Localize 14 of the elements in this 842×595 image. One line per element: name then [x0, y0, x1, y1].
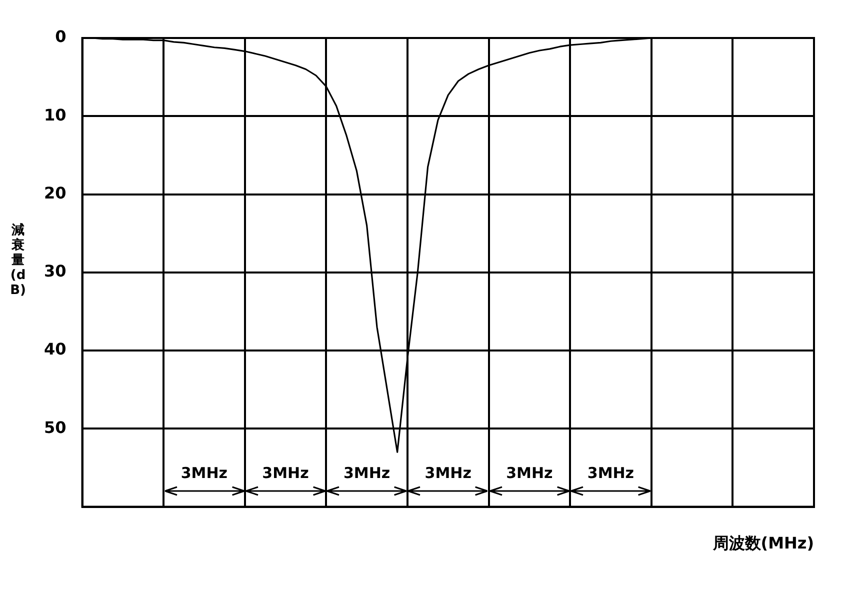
annotation: 3MHz	[586, 464, 636, 482]
annotation: 3MHz	[180, 464, 229, 482]
y-axis-title: 減衰量(dB)	[10, 223, 26, 298]
y-tick-label: 40	[44, 340, 66, 359]
annotation: 3MHz	[505, 464, 554, 482]
x-axis-title: 周波数(MHz)	[712, 534, 814, 553]
y-tick-label: 20	[44, 183, 66, 202]
annotation: 3MHz	[261, 464, 310, 482]
y-tick-label: 50	[44, 418, 66, 437]
y-tick-label: 0	[55, 27, 66, 46]
y-tick-label: 30	[44, 262, 66, 281]
y-tick-label: 10	[44, 105, 66, 124]
annotation: 3MHz	[424, 464, 472, 482]
annotation: 3MHz	[342, 464, 392, 482]
